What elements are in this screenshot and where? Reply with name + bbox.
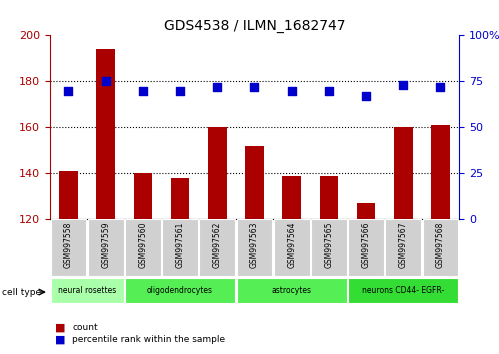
Bar: [319, 176, 338, 219]
Text: count: count: [72, 323, 98, 332]
Text: ■: ■: [55, 335, 65, 345]
Text: GSM997562: GSM997562: [213, 221, 222, 268]
Bar: [134, 173, 152, 219]
Bar: [125, 219, 161, 276]
Point: [102, 79, 110, 84]
Point: [176, 88, 184, 93]
Text: GSM997563: GSM997563: [250, 221, 259, 268]
Bar: [357, 203, 375, 219]
Point: [250, 84, 258, 90]
Text: astrocytes: astrocytes: [271, 286, 312, 295]
Point: [362, 93, 370, 99]
Bar: [162, 219, 198, 276]
Text: GSM997568: GSM997568: [436, 221, 445, 268]
Point: [399, 82, 407, 88]
Point: [288, 88, 296, 93]
Bar: [237, 219, 272, 276]
Text: percentile rank within the sample: percentile rank within the sample: [72, 335, 226, 344]
Point: [213, 84, 221, 90]
Text: GSM997566: GSM997566: [362, 221, 371, 268]
Point: [64, 88, 72, 93]
Text: GSM997561: GSM997561: [176, 221, 185, 268]
Text: cell type: cell type: [2, 287, 41, 297]
Bar: [394, 127, 413, 219]
Point: [139, 88, 147, 93]
Bar: [311, 219, 347, 276]
Bar: [245, 146, 264, 219]
Text: GSM997558: GSM997558: [64, 221, 73, 268]
Point: [437, 84, 445, 90]
Bar: [282, 176, 301, 219]
Bar: [125, 278, 235, 303]
Bar: [208, 127, 227, 219]
Bar: [431, 125, 450, 219]
Text: GSM997559: GSM997559: [101, 221, 110, 268]
Bar: [50, 278, 124, 303]
Bar: [348, 219, 384, 276]
Bar: [274, 219, 309, 276]
Text: ■: ■: [55, 322, 65, 332]
Bar: [96, 49, 115, 219]
Text: neurons CD44- EGFR-: neurons CD44- EGFR-: [362, 286, 445, 295]
Text: GSM997564: GSM997564: [287, 221, 296, 268]
Bar: [385, 219, 421, 276]
Bar: [348, 278, 459, 303]
Text: GSM997565: GSM997565: [324, 221, 333, 268]
Bar: [423, 219, 459, 276]
Bar: [50, 219, 86, 276]
Bar: [88, 219, 124, 276]
Bar: [200, 219, 235, 276]
Point: [325, 88, 333, 93]
Text: oligodendrocytes: oligodendrocytes: [147, 286, 213, 295]
Text: neural rosettes: neural rosettes: [58, 286, 116, 295]
Text: GSM997560: GSM997560: [138, 221, 147, 268]
Bar: [237, 278, 347, 303]
Text: GSM997567: GSM997567: [399, 221, 408, 268]
Bar: [59, 171, 78, 219]
Title: GDS4538 / ILMN_1682747: GDS4538 / ILMN_1682747: [164, 19, 345, 33]
Bar: [171, 178, 190, 219]
